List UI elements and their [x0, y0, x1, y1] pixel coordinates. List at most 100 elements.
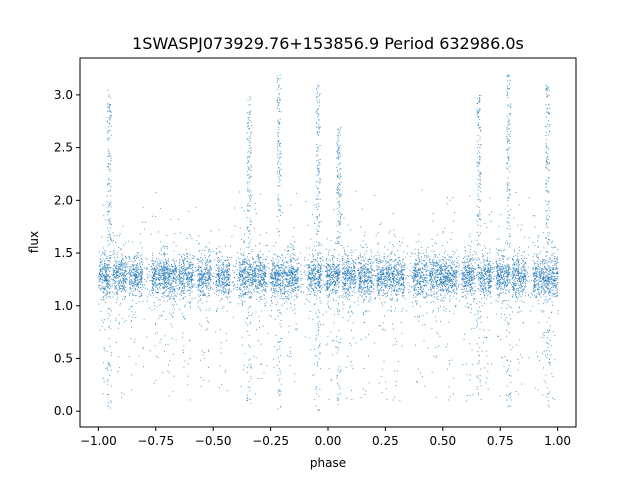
data-point [278, 256, 280, 257]
data-point [259, 265, 261, 266]
data-point [174, 288, 176, 290]
data-point [287, 246, 289, 248]
data-point [263, 265, 265, 267]
data-point [197, 287, 199, 289]
data-point [429, 294, 431, 296]
data-point [297, 266, 299, 268]
data-point [402, 265, 404, 267]
data-point [180, 280, 182, 282]
data-point [310, 262, 312, 264]
data-point [327, 270, 329, 272]
data-point [399, 260, 401, 262]
data-point [246, 286, 248, 288]
data-point [388, 265, 390, 267]
data-point [153, 267, 155, 269]
data-point [263, 278, 265, 280]
data-point [432, 286, 434, 288]
data-point [456, 272, 458, 274]
data-point [435, 293, 437, 295]
data-point [422, 276, 423, 278]
data-point [439, 278, 441, 280]
data-point [390, 291, 392, 293]
data-point [258, 281, 260, 283]
data-point [349, 270, 351, 272]
data-point [456, 249, 458, 251]
data-point [288, 278, 290, 280]
data-point [283, 270, 285, 272]
data-point [332, 266, 334, 268]
data-point [246, 400, 248, 402]
data-point [223, 283, 225, 285]
data-point [243, 274, 245, 276]
data-point [342, 273, 344, 275]
data-point [391, 273, 393, 275]
data-point [442, 282, 444, 284]
data-point [441, 282, 442, 284]
data-point [350, 310, 352, 312]
data-point [247, 271, 248, 273]
data-point [385, 388, 387, 390]
data-point [201, 276, 203, 277]
data-point [163, 252, 165, 254]
data-point [309, 273, 311, 275]
data-point [377, 294, 379, 296]
data-point [440, 273, 441, 275]
data-point [275, 273, 277, 275]
data-point [253, 289, 254, 291]
data-point [118, 281, 120, 283]
data-point [363, 264, 365, 266]
data-point [263, 282, 265, 284]
data-point [187, 271, 189, 273]
data-point [130, 281, 132, 283]
data-point [129, 274, 131, 276]
data-point [343, 279, 345, 281]
data-point [184, 258, 186, 260]
data-point [104, 265, 106, 266]
data-point [167, 277, 169, 279]
data-point [157, 284, 159, 286]
data-point [265, 287, 267, 289]
data-point [176, 271, 178, 273]
data-point [228, 281, 230, 283]
data-point [349, 292, 351, 294]
data-point [287, 249, 289, 251]
data-point [185, 267, 187, 269]
data-point [163, 287, 165, 289]
data-point [313, 255, 315, 256]
data-point [198, 268, 200, 270]
data-point [204, 257, 206, 259]
data-point [418, 282, 420, 284]
data-point [199, 279, 201, 281]
data-point [168, 274, 170, 276]
data-point [262, 280, 264, 282]
data-point [440, 293, 442, 295]
data-point [316, 260, 318, 262]
data-point [170, 270, 172, 272]
data-point [258, 262, 260, 263]
data-point [255, 280, 257, 282]
data-point [353, 280, 355, 282]
data-point [273, 278, 275, 280]
data-point [240, 274, 242, 276]
data-point [350, 287, 352, 289]
data-point [121, 259, 122, 261]
data-point [203, 276, 205, 278]
data-point [117, 289, 119, 291]
data-point [376, 276, 378, 278]
data-point [242, 264, 243, 266]
data-point [201, 302, 203, 304]
data-point [377, 232, 379, 234]
data-point [389, 273, 391, 275]
data-point [182, 259, 184, 261]
data-point [363, 291, 365, 293]
data-point [274, 266, 276, 268]
data-point [173, 250, 175, 252]
data-point [257, 254, 259, 256]
data-point [379, 259, 381, 261]
data-point [359, 277, 361, 279]
data-point [291, 269, 293, 271]
data-point [332, 257, 333, 259]
data-point [200, 325, 202, 327]
data-point [102, 393, 104, 395]
data-point [378, 261, 380, 262]
